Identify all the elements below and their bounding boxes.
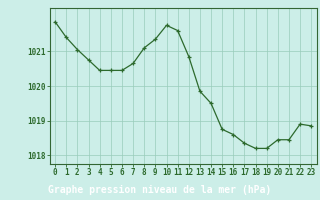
Text: Graphe pression niveau de la mer (hPa): Graphe pression niveau de la mer (hPa)	[48, 185, 272, 195]
